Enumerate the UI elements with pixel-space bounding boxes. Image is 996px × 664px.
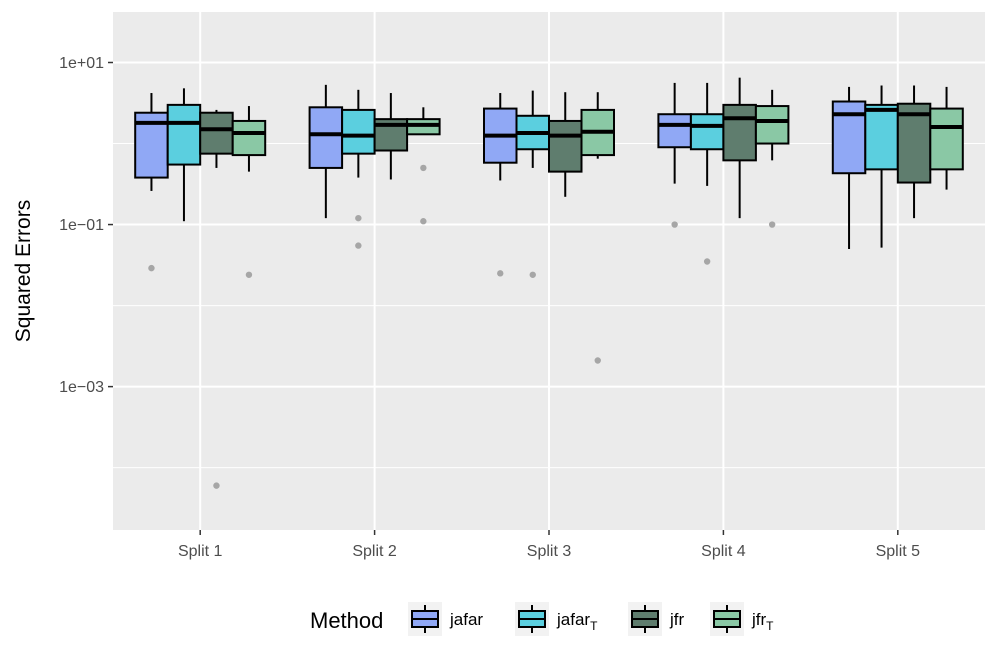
iqr-box [864,103,899,171]
outlier-point [529,271,536,278]
iqr-box [754,105,790,145]
x-tick-label: Split 3 [527,543,572,560]
outlier-point [213,482,220,489]
box-jfr-3 [548,92,583,197]
box-jafar_T-5 [864,85,899,248]
box-jfr_T-1 [231,106,267,278]
legend-label: jfrT [751,610,774,633]
box-jafar_T-2 [341,89,376,249]
outlier-point [148,264,155,272]
box-jafar-5 [831,86,867,249]
y-tick-label: 1e+01 [59,55,104,72]
box-jafar-1 [134,93,169,272]
y-axis: 1e+01 1e−01 1e−03 [59,55,113,396]
outlier-point [497,270,504,277]
outlier-point [703,258,711,265]
legend-label: jfr [669,610,685,629]
box-jfr-1 [199,109,234,489]
y-axis-title: Squared Errors [12,200,35,342]
legend-item-jfr_T: jfrT [710,602,774,636]
legend-label-text: jafar [449,610,483,629]
outlier-point [355,242,362,249]
legend-label-text: jafar [556,610,590,629]
legend-item-jafar_T: jafarT [515,602,598,636]
outlier-point [768,221,776,228]
outlier-point [420,218,427,225]
box-jfr-2 [373,93,409,180]
legend: Method jafar jafarT jfr jfrT [310,602,774,636]
box-jfr_T-4 [754,89,790,228]
iqr-box [231,119,267,157]
legend-label: jafar [449,610,483,629]
iqr-box [199,111,234,155]
box-jafar_T-4 [689,82,725,265]
box-jfr_T-2 [406,107,441,225]
legend-item-jfr: jfr [628,602,685,636]
x-tick-label: Split 4 [701,543,746,560]
legend-label-text: jfr [751,610,767,629]
iqr-box [548,119,583,173]
x-tick-label: Split 2 [352,543,397,560]
box-jfr_T-3 [580,92,615,364]
box-jafar_T-1 [166,88,202,222]
y-tick-label: 1e−01 [59,217,104,234]
iqr-box [341,108,376,155]
outlier-point [245,271,253,278]
legend-label-text: jfr [669,610,685,629]
outlier-point [671,221,678,228]
outlier-point [594,357,601,364]
boxes [134,77,964,489]
iqr-box [657,113,692,149]
box-jafar-4 [657,82,692,228]
legend-label-subscript: T [590,619,598,633]
y-tick-label: 1e−03 [59,379,104,396]
legend-title: Method [310,608,383,633]
iqr-box [722,103,757,162]
outlier-point [355,214,362,222]
box-jfr_T-5 [929,86,964,190]
outlier-point [420,164,427,172]
major-gridlines [113,12,985,530]
x-axis: Split 1 Split 2 Split 3 Split 4 Split 5 [178,530,920,560]
box-jafar-3 [483,93,518,277]
iqr-box [166,103,202,166]
iqr-box [689,113,725,151]
x-tick-label: Split 5 [876,543,921,560]
legend-item-jafar: jafar [408,602,483,636]
x-tick-label: Split 1 [178,543,223,560]
iqr-box [308,106,344,169]
legend-label-subscript: T [766,619,774,633]
box-jfr-4 [722,77,757,219]
legend-label: jafarT [556,610,598,633]
iqr-box [929,107,964,171]
